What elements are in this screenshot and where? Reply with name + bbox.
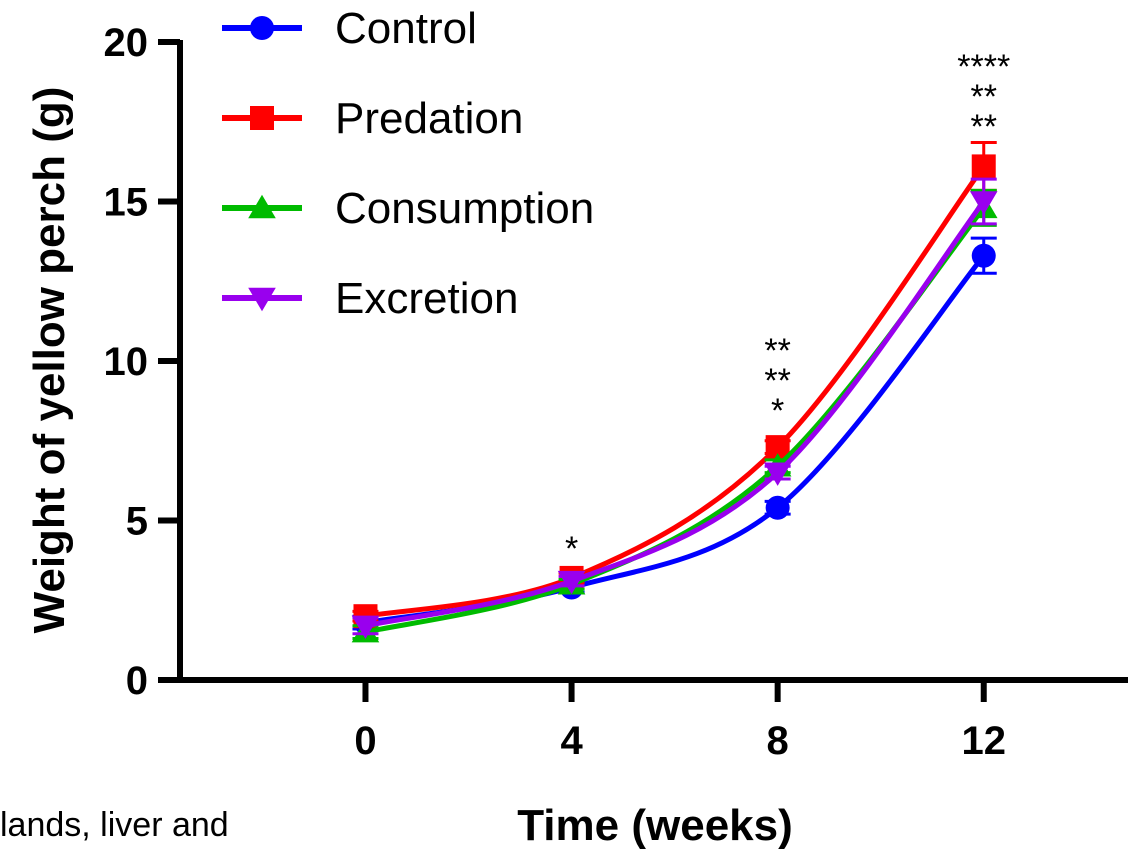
y-tick-label: 20 (104, 21, 149, 65)
significance-marker: * (565, 530, 578, 568)
data-point (765, 495, 790, 520)
y-tick-label: 10 (104, 340, 149, 384)
legend-item-control: Control (222, 4, 477, 53)
data-point (351, 615, 380, 639)
y-tick-label: 0 (126, 659, 148, 703)
series-excretion (351, 177, 998, 639)
series-line (365, 164, 986, 619)
significance-marker: ** (764, 362, 790, 400)
series-layer (351, 140, 998, 643)
x-tick-label: 4 (560, 719, 583, 763)
significance-marker: ** (764, 332, 790, 370)
legend-label: Excretion (335, 274, 518, 323)
data-point (248, 287, 276, 312)
data-point (250, 16, 274, 40)
series-line (364, 206, 986, 635)
series-consumption (351, 188, 998, 643)
data-point (248, 194, 276, 219)
legend-label: Consumption (335, 184, 594, 233)
legend-item-predation: Predation (222, 94, 523, 143)
significance-annotations: ************** (565, 48, 1010, 568)
series-line (364, 199, 986, 629)
cropped-caption-text: lands, liver and (0, 806, 229, 844)
x-tick-label: 12 (961, 719, 1006, 763)
legend-item-consumption: Consumption (222, 184, 594, 233)
significance-marker: **** (957, 48, 1010, 86)
significance-marker: ** (971, 78, 997, 116)
significance-marker: ** (971, 108, 997, 146)
data-point (557, 570, 586, 595)
data-point (969, 191, 998, 215)
data-point (971, 243, 996, 268)
legend-label: Predation (335, 94, 523, 143)
y-axis-title: Weight of yellow perch (g) (25, 87, 74, 634)
y-tick-label: 5 (126, 500, 148, 544)
axes-layer: 0 5 10 15 20 0 4 8 12 (104, 21, 1128, 763)
x-axis-title: Time (weeks) (517, 801, 793, 850)
legend-label: Control (335, 4, 477, 53)
significance-marker: * (771, 392, 784, 430)
y-tick-label: 15 (104, 181, 149, 225)
data-point (763, 462, 792, 486)
x-tick-label: 0 (354, 719, 376, 763)
data-point (250, 106, 274, 130)
x-tick-label: 8 (767, 719, 789, 763)
legend: Control Predation Consumption Excretion (222, 4, 594, 323)
data-point (971, 154, 996, 179)
legend-item-excretion: Excretion (222, 274, 518, 323)
